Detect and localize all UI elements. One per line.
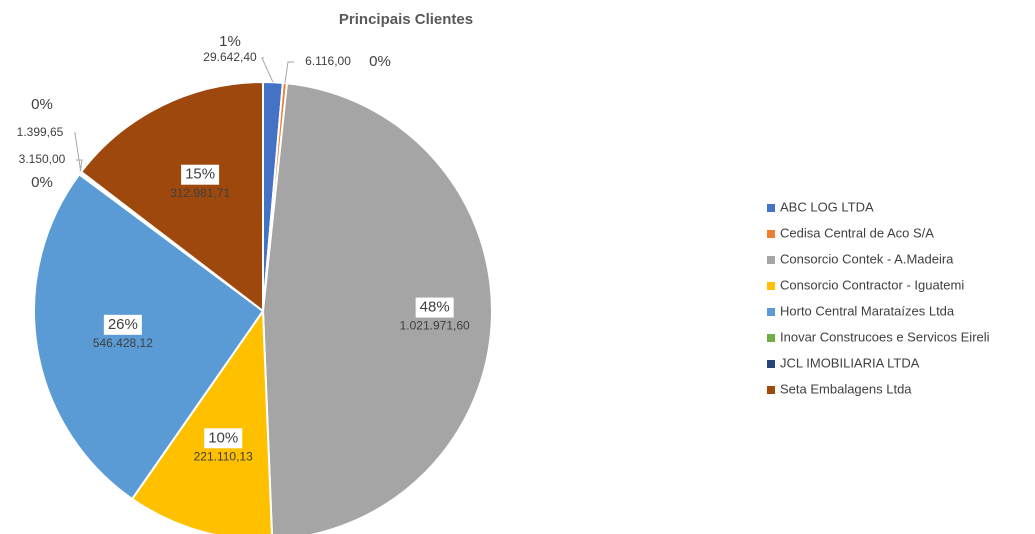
- legend-swatch: [767, 256, 775, 264]
- chart-title: Principais Clientes: [339, 11, 473, 28]
- legend-swatch: [767, 334, 775, 342]
- value-label: 29.642,40: [203, 50, 257, 64]
- percent-label: 0%: [369, 53, 391, 70]
- legend-swatch: [767, 282, 775, 290]
- legend-label: Horto Central Marataízes Ltda: [780, 303, 955, 318]
- legend-swatch: [767, 386, 775, 394]
- legend-label: Cedisa Central de Aco S/A: [780, 225, 934, 240]
- value-label: 312.981,71: [170, 186, 230, 200]
- legend-swatch: [767, 204, 775, 212]
- percent-label: 15%: [185, 166, 215, 183]
- value-label: 221.110,13: [194, 449, 253, 463]
- legend-label: Consorcio Contractor - Iguatemi: [780, 277, 964, 292]
- pie-slice: [261, 82, 493, 534]
- legend-label: JCL IMOBILIARIA LTDA: [780, 355, 920, 370]
- legend-swatch: [767, 360, 775, 368]
- pie-slice: [33, 172, 265, 501]
- legend-label: ABC LOG LTDA: [780, 199, 874, 214]
- pie-slice: [79, 80, 264, 314]
- value-label: 1.399,65: [17, 125, 64, 139]
- leader-line: [74, 132, 82, 173]
- percent-label: 1%: [219, 33, 241, 50]
- legend-swatch: [767, 230, 775, 238]
- percent-label: 26%: [108, 316, 138, 333]
- pie-slice: [130, 307, 273, 534]
- percent-box: [204, 428, 243, 449]
- legend-label: Inovar Construcoes e Servicos Eireli: [780, 329, 990, 344]
- percent-label: 0%: [31, 174, 53, 191]
- legend-label: Seta Embalagens Ltda: [780, 381, 912, 396]
- leader-line: [261, 57, 274, 83]
- value-label: 546.428,12: [93, 336, 153, 350]
- percent-box: [103, 314, 142, 335]
- percent-label: 10%: [208, 429, 238, 446]
- value-label: 6.116,00: [305, 54, 351, 68]
- legend-label: Consorcio Contek - A.Madeira: [780, 251, 954, 266]
- value-label: 3.150,00: [19, 152, 66, 166]
- percent-box: [415, 297, 454, 318]
- percent-box: [181, 164, 220, 185]
- percent-label: 0%: [31, 96, 53, 113]
- leader-line: [284, 61, 294, 84]
- value-label: 1.021.971,60: [400, 319, 470, 333]
- legend-swatch: [767, 308, 775, 316]
- percent-label: 48%: [420, 299, 450, 316]
